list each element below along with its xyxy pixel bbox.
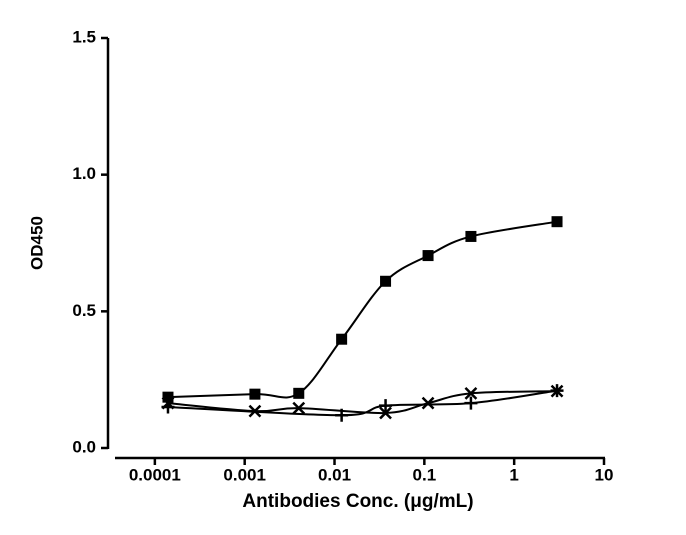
point bbox=[379, 406, 392, 420]
x-tick-label: 0.0001 bbox=[129, 465, 181, 484]
x-tick-label: 1 bbox=[509, 465, 518, 484]
point bbox=[293, 387, 305, 399]
point bbox=[380, 275, 392, 287]
point bbox=[335, 408, 349, 422]
point bbox=[464, 396, 478, 410]
fit-curve bbox=[167, 220, 558, 399]
x-tick-label: 10 bbox=[595, 465, 614, 484]
y-tick-label: 1.5 bbox=[72, 27, 96, 46]
point bbox=[422, 250, 434, 262]
x-axis-label: Antibodies Conc. (μg/mL) bbox=[242, 491, 473, 512]
point bbox=[336, 333, 348, 345]
point bbox=[551, 216, 563, 228]
point bbox=[249, 388, 261, 400]
y-tick-label: 0.5 bbox=[72, 301, 96, 320]
y-tick-label: 0.0 bbox=[72, 437, 96, 456]
point bbox=[550, 384, 564, 398]
point bbox=[464, 386, 478, 400]
x-tick-label: 0.1 bbox=[413, 465, 437, 484]
point bbox=[292, 401, 306, 415]
point bbox=[162, 391, 174, 403]
x-tick-label: 0.01 bbox=[318, 465, 351, 484]
point bbox=[379, 399, 393, 413]
point bbox=[161, 400, 175, 414]
y-tick-label: 1.0 bbox=[72, 164, 96, 183]
point bbox=[421, 396, 435, 410]
point bbox=[465, 230, 477, 242]
x-tick-label: 0.001 bbox=[223, 465, 266, 484]
y-axis-label: OD450 bbox=[27, 216, 46, 270]
